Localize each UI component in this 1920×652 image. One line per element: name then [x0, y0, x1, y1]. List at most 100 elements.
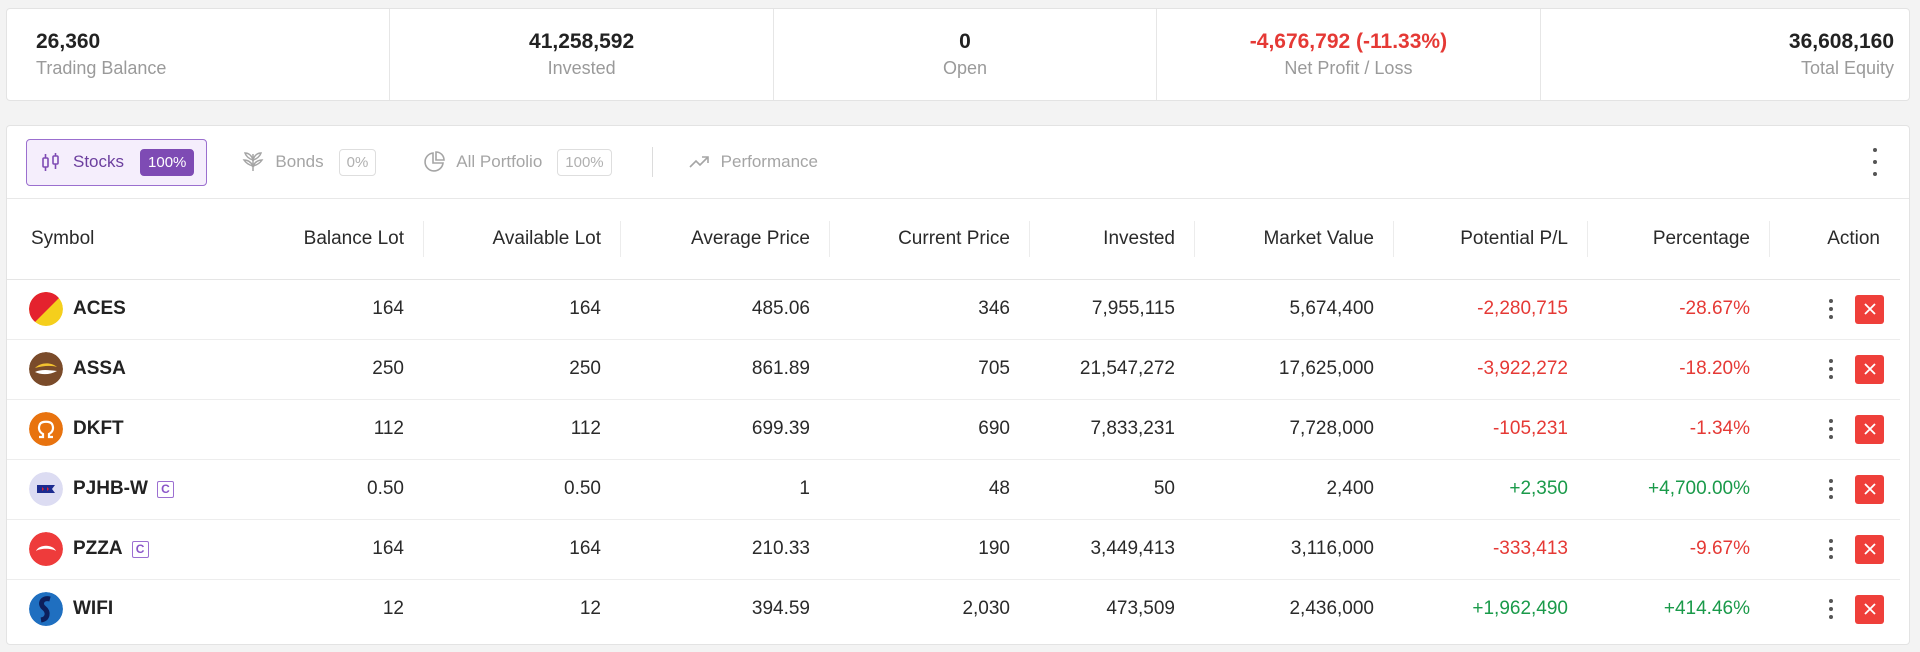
ticker-symbol: PZZA: [73, 538, 123, 559]
summary-value: -4,676,792 (-11.33%): [1249, 29, 1448, 53]
table-row[interactable]: PJHB-W C 0.50 0.50 1 48 50 2,400 +2,350 …: [7, 459, 1900, 520]
leaf-icon: [241, 150, 265, 174]
close-icon: [1863, 483, 1876, 495]
table-row[interactable]: PZZA C 164 164 210.33 190 3,449,413 3,11…: [7, 519, 1900, 580]
holdings-table: Symbol Balance Lot Available Lot Average…: [7, 199, 1900, 639]
summary-net-profit-loss: -4,676,792 (-11.33%) Net Profit / Loss: [1157, 9, 1541, 100]
tab-all-portfolio[interactable]: All Portfolio 100%: [422, 139, 612, 186]
wifi-logo: [29, 592, 63, 627]
invested-value: 473,509: [1106, 598, 1175, 620]
tab-stocks[interactable]: Stocks 100%: [26, 138, 208, 186]
ticker-symbol: ACES: [73, 298, 126, 319]
potential-pl: -3,922,272: [1394, 339, 1588, 400]
symbol-cell[interactable]: WIFI: [7, 579, 238, 639]
remove-button[interactable]: [1855, 414, 1884, 444]
pjhb-logo: [29, 472, 63, 506]
summary-value: 41,258,592: [529, 29, 635, 53]
potential-pl: -105,231: [1394, 399, 1588, 460]
allocation-badge: 100%: [557, 148, 612, 176]
candlestick-icon: [39, 150, 63, 174]
action-cell: [1770, 459, 1900, 520]
summary-open: 0 Open: [774, 9, 1158, 100]
column-header-market-value[interactable]: Market Value: [1195, 199, 1394, 280]
column-header-potential-pl[interactable]: Potential P/L: [1394, 199, 1588, 280]
percentage: +414.46%: [1663, 598, 1750, 620]
invested-value: 21,547,272: [1030, 339, 1195, 400]
summary-total-equity: 36,608,160 Total Equity: [1541, 9, 1909, 100]
close-icon: [1863, 363, 1876, 375]
special-notation-badge: C: [156, 480, 174, 498]
potential-pl: +2,350: [1394, 459, 1588, 520]
invested-value: 7,955,115: [1030, 279, 1195, 340]
invested-value: 7,833,231: [1030, 399, 1195, 460]
assa-logo: [29, 352, 63, 386]
summary-label: Total Equity: [1800, 57, 1895, 78]
average-price: 210.33: [621, 519, 830, 580]
current-price: 346: [830, 279, 1030, 340]
column-header-current-price[interactable]: Current Price: [830, 199, 1030, 280]
tab-label: Bonds: [275, 152, 324, 171]
table-row[interactable]: DKFT 112 112 699.39 690 7,833,231 7,728,…: [7, 399, 1900, 460]
symbol-cell[interactable]: ACES: [7, 279, 238, 340]
symbol-cell[interactable]: ASSA: [7, 339, 238, 400]
tab-label: Performance: [720, 152, 818, 171]
symbol-cell[interactable]: PJHB-W C: [7, 459, 238, 520]
market-value: 2,436,000: [1289, 598, 1374, 620]
trending-up-icon: [687, 150, 711, 174]
percentage: -18.20%: [1588, 339, 1770, 400]
column-header-percentage[interactable]: Percentage: [1588, 199, 1770, 280]
row-menu-icon[interactable]: [1827, 419, 1835, 439]
available-lot: 0.50: [424, 459, 621, 520]
allocation-badge: 0%: [338, 148, 377, 176]
row-menu-icon[interactable]: [1827, 479, 1835, 499]
balance-lot: 164: [238, 279, 424, 340]
summary-label: Net Profit / Loss: [1284, 57, 1413, 78]
remove-button[interactable]: [1855, 534, 1884, 564]
allocation-badge: 100%: [140, 148, 195, 176]
row-menu-icon[interactable]: [1827, 299, 1835, 319]
table-header-row: Symbol Balance Lot Available Lot Average…: [7, 199, 1900, 280]
column-header-available-lot[interactable]: Available Lot: [424, 199, 621, 280]
tab-label: All Portfolio: [456, 152, 543, 171]
ticker-symbol: WIFI: [73, 598, 114, 620]
row-menu-icon[interactable]: [1827, 599, 1835, 620]
remove-button[interactable]: [1855, 354, 1884, 384]
table-row[interactable]: ACES 164 164 485.06 346 7,955,115 5,674,…: [7, 279, 1900, 340]
summary-label: Open: [942, 57, 988, 78]
percentage: -1.34%: [1588, 399, 1770, 460]
symbol-cell[interactable]: DKFT: [7, 399, 238, 460]
available-lot: 164: [424, 279, 621, 340]
current-price: 690: [830, 399, 1030, 460]
summary-invested: 41,258,592 Invested: [390, 9, 774, 100]
portfolio-summary: 26,360 Trading Balance 41,258,592 Invest…: [6, 8, 1910, 101]
action-cell: [1770, 579, 1900, 639]
summary-value: 0: [959, 29, 971, 53]
symbol-cell[interactable]: PZZA C: [7, 519, 238, 580]
average-price: 861.89: [621, 339, 830, 400]
row-menu-icon[interactable]: [1827, 539, 1835, 559]
column-header-balance-lot[interactable]: Balance Lot: [238, 199, 424, 280]
portfolio-card: Stocks 100% Bonds 0% All Portfolio 100%: [6, 125, 1910, 645]
current-price: 190: [830, 519, 1030, 580]
tab-bonds[interactable]: Bonds 0%: [241, 139, 377, 186]
available-lot: 112: [424, 399, 621, 460]
remove-button[interactable]: [1855, 594, 1884, 624]
column-header-average-price[interactable]: Average Price: [621, 199, 830, 280]
remove-button[interactable]: [1855, 474, 1884, 504]
column-header-action: Action: [1770, 199, 1900, 280]
table-row[interactable]: ASSA 250 250 861.89 705 21,547,272 17,62…: [7, 339, 1900, 400]
balance-lot: 12: [382, 598, 404, 620]
average-price: 699.39: [621, 399, 830, 460]
row-menu-icon[interactable]: [1827, 359, 1835, 379]
remove-button[interactable]: [1855, 294, 1884, 324]
table-row[interactable]: WIFI 12 12 394.59 2,030 473,509 2,436,00…: [7, 579, 1900, 639]
more-options-icon[interactable]: [1871, 148, 1879, 176]
column-header-symbol[interactable]: Symbol: [7, 199, 238, 280]
ticker-symbol: PJHB-W: [73, 478, 148, 499]
market-value: 7,728,000: [1195, 399, 1394, 460]
current-price: 705: [830, 339, 1030, 400]
summary-label: Trading Balance: [36, 57, 167, 78]
invested-value: 50: [1030, 459, 1195, 520]
column-header-invested[interactable]: Invested: [1030, 199, 1195, 280]
tab-performance[interactable]: Performance: [687, 139, 818, 186]
